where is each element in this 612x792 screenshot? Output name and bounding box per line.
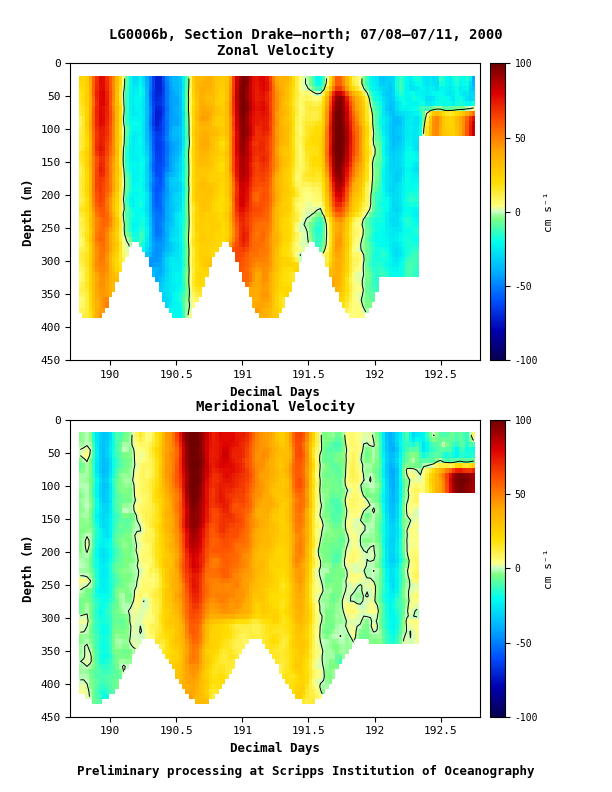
Y-axis label: Depth (m): Depth (m) xyxy=(22,535,35,602)
Text: Preliminary processing at Scripps Institution of Oceanography: Preliminary processing at Scripps Instit… xyxy=(77,764,535,778)
X-axis label: Decimal Days: Decimal Days xyxy=(230,742,321,755)
Y-axis label: Depth (m): Depth (m) xyxy=(22,178,35,246)
Title: Meridional Velocity: Meridional Velocity xyxy=(196,400,355,414)
X-axis label: Decimal Days: Decimal Days xyxy=(230,386,321,398)
Text: LG0006b, Section Drake–north; 07/08–07/11, 2000: LG0006b, Section Drake–north; 07/08–07/1… xyxy=(109,28,503,42)
Title: Zonal Velocity: Zonal Velocity xyxy=(217,44,334,58)
Y-axis label: cm s⁻¹: cm s⁻¹ xyxy=(543,548,554,588)
Y-axis label: cm s⁻¹: cm s⁻¹ xyxy=(543,192,554,232)
